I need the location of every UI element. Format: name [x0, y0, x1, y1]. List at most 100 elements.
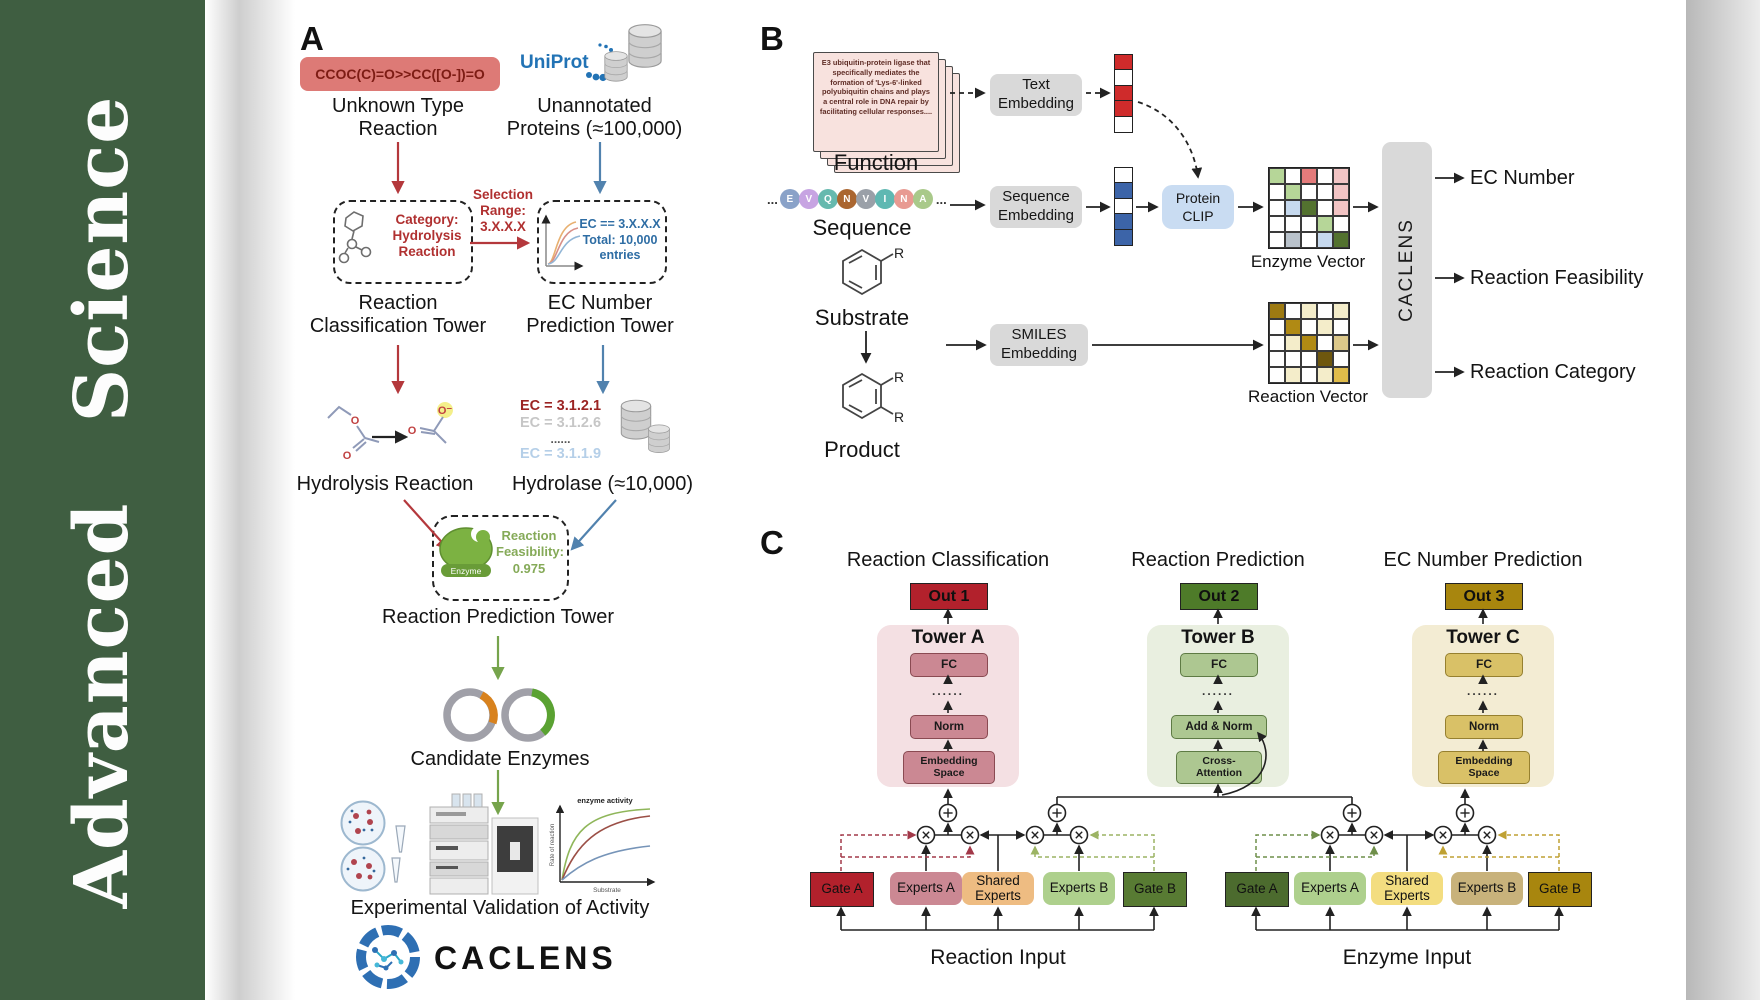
function-card-text: E3 ubiquitin-protein ligase that specifi…	[819, 58, 933, 116]
grid-cell	[1333, 168, 1349, 184]
grid-cell	[1301, 232, 1317, 248]
grid-cell	[1317, 335, 1333, 351]
caclens-wordmark: CACLENS	[434, 940, 617, 976]
output-reaction-feasibility: Reaction Feasibility	[1470, 267, 1644, 289]
enzyme-shared-experts-box: Shared Experts	[1371, 872, 1443, 905]
grid-cell	[1333, 232, 1349, 248]
grid-cell	[1301, 216, 1317, 232]
grid-cell	[1317, 367, 1333, 383]
grid-cell	[1269, 319, 1285, 335]
svg-text:enzyme activity: enzyme activity	[577, 796, 633, 805]
ec-result-3: EC = 3.1.1.9	[520, 446, 602, 463]
enzyme-experts-b-box: Experts B	[1451, 872, 1523, 905]
tower-c-dots: ......	[1466, 684, 1499, 698]
grid-cell	[1269, 184, 1285, 200]
journal-sidebar	[0, 0, 205, 1000]
grid-cell	[1269, 303, 1285, 319]
caclens-module-label: CACLENS	[1396, 218, 1417, 322]
substrate-label: Substrate	[814, 305, 910, 330]
tower-c-embedding-layer: Embedding Space	[1438, 751, 1530, 784]
panel-c-label: C	[760, 524, 784, 561]
plasmid-icons	[443, 688, 555, 742]
caclens-module-bar	[1382, 142, 1432, 398]
product-benzene-icon: R R	[842, 369, 904, 425]
smiles-embedding-box: SMILES Embedding	[990, 324, 1088, 366]
svg-text:R: R	[894, 245, 904, 261]
out-3-box: Out 3	[1445, 583, 1523, 610]
uniprot-logo: UniProt	[520, 43, 618, 82]
grid-cell	[1285, 168, 1301, 184]
ellipsis-text: ...	[767, 191, 778, 207]
tower-a-dots: ......	[931, 684, 964, 698]
grid-cell	[1317, 168, 1333, 184]
tower-b-cross-attention-layer: Cross- Attention	[1176, 751, 1262, 784]
enzyme-experts-a-box: Experts A	[1294, 872, 1366, 905]
residue-circle: E	[779, 189, 800, 209]
grid-cell	[1333, 367, 1349, 383]
grid-cell	[1269, 168, 1285, 184]
vector-cell	[1114, 229, 1133, 247]
grid-cell	[1301, 367, 1317, 383]
caclens-logo-icon	[356, 925, 420, 989]
header-reaction-classification: Reaction Classification	[846, 549, 1050, 571]
ec-result-1: EC = 3.1.2.1	[520, 398, 602, 414]
panel-a-label: A	[300, 20, 324, 57]
residue-circle: N	[836, 189, 857, 209]
vector-cell	[1114, 213, 1133, 231]
grid-cell	[1301, 319, 1317, 335]
tower-b-dots: ......	[1201, 684, 1234, 698]
grid-cell	[1317, 303, 1333, 319]
reaction-gate-a-box: Gate A	[810, 872, 874, 907]
tower-a-title: Tower A	[911, 627, 985, 648]
svg-text:O: O	[351, 415, 360, 427]
grid-cell	[1333, 200, 1349, 216]
tower-c-fc-layer: FC	[1445, 653, 1523, 677]
page-right-shadow	[1686, 0, 1760, 1000]
unannotated-proteins-label: Unannotated Proteins (≈100,000)	[506, 95, 683, 141]
output-reaction-category: Reaction Category	[1470, 361, 1636, 383]
reaction-shared-experts-box: Shared Experts	[962, 872, 1034, 905]
petri-dish-icon	[340, 800, 406, 892]
reaction-experts-b-box: Experts B	[1043, 872, 1115, 905]
reaction-vector-label: Reaction Vector	[1247, 387, 1368, 406]
grid-cell	[1333, 351, 1349, 367]
moe-operator-nodes	[916, 803, 1497, 845]
function-card: E3 ubiquitin-protein ligase that specifi…	[813, 52, 939, 152]
experimental-validation-label: Experimental Validation of Activity	[350, 897, 650, 919]
enzyme-input-label: Enzyme Input	[1342, 946, 1472, 969]
acetate-molecule-icon: O⁻ O	[408, 402, 453, 444]
grid-cell	[1285, 216, 1301, 232]
grid-cell	[1301, 184, 1317, 200]
text-embedding-vector	[1114, 53, 1133, 134]
reaction-vector-grid	[1268, 302, 1350, 384]
vector-cell	[1114, 84, 1133, 102]
grid-cell	[1317, 319, 1333, 335]
tower-a-norm-layer: Norm	[910, 715, 988, 739]
grid-cell	[1317, 200, 1333, 216]
database-icon-cluster-hydrolase	[620, 399, 670, 453]
enzyme-gate-a-box: Gate A	[1225, 872, 1289, 907]
page-left-shadow	[205, 0, 295, 1000]
feasibility-text: Reaction Feasibility: 0.975	[496, 528, 564, 576]
tower-b-title: Tower B	[1181, 627, 1255, 648]
grid-cell	[1285, 351, 1301, 367]
output-ec-number: EC Number	[1470, 167, 1575, 189]
svg-text:Rate of reaction: Rate of reaction	[550, 824, 556, 866]
vector-cell	[1114, 166, 1133, 184]
text-embedding-box: Text Embedding	[990, 74, 1082, 116]
grid-cell	[1285, 200, 1301, 216]
ellipsis-text: ...	[935, 191, 947, 207]
tower-c-norm-layer: Norm	[1445, 715, 1523, 739]
residue-circle: I	[874, 189, 895, 209]
vector-cell	[1114, 182, 1133, 200]
svg-text:R: R	[894, 369, 904, 385]
protein-clip-box: Protein CLIP	[1162, 185, 1234, 229]
residue-circle: A	[912, 189, 933, 209]
enzyme-moe: Gate A Experts A Shared Experts Experts B Ga…	[1225, 872, 1592, 907]
candidate-enzymes-label: Candidate Enzymes	[410, 748, 590, 770]
svg-text:R: R	[894, 409, 904, 425]
grid-cell	[1317, 232, 1333, 248]
grid-cell	[1301, 335, 1317, 351]
category-text: Category: Hydrolysis Reaction	[392, 212, 462, 260]
